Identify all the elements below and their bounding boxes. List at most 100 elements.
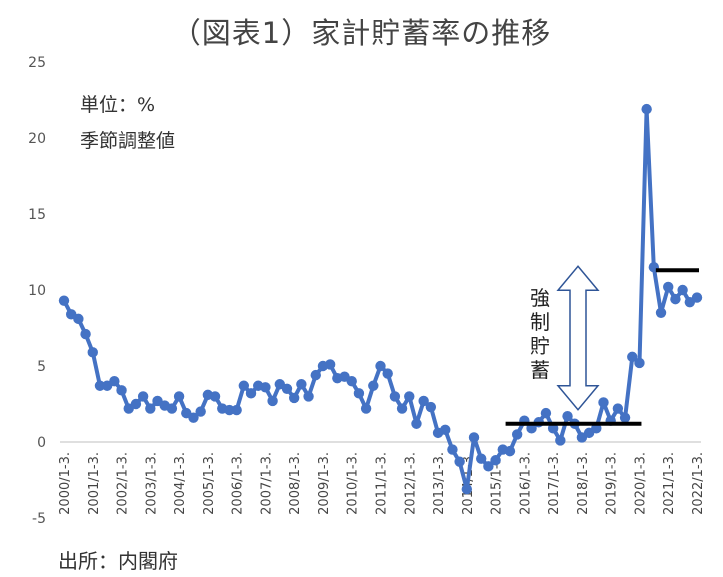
x-tick-label: 2018/1-3. (576, 452, 591, 515)
forced-savings-label: 強制貯蓄 (530, 286, 550, 382)
data-point (245, 388, 257, 399)
data-point (619, 412, 631, 423)
x-tick-label: 2011/1-3. (375, 452, 390, 515)
y-tick-label: -5 (32, 511, 46, 527)
data-point (641, 103, 652, 115)
data-point (116, 385, 127, 396)
x-tick-label: 2009/1-3. (317, 452, 332, 515)
forced-savings-double-arrow (556, 265, 600, 411)
data-point (310, 369, 321, 381)
savings-rate-line (62, 107, 699, 492)
x-tick-label: 2017/1-3. (547, 452, 562, 515)
data-point (267, 395, 278, 407)
y-tick-label: 5 (37, 359, 46, 375)
data-point (555, 435, 566, 446)
data-point (109, 376, 120, 387)
data-point (411, 418, 422, 429)
data-point (663, 281, 674, 293)
data-point (454, 456, 465, 467)
data-point (94, 380, 106, 391)
savings-rate-points (58, 103, 703, 495)
x-tick-label: 2007/1-3. (259, 452, 274, 515)
data-point (655, 307, 667, 318)
x-tick-label: 2001/1-3. (87, 452, 102, 515)
data-point (260, 382, 271, 393)
x-tick-label: 2008/1-3. (288, 452, 303, 515)
data-point (375, 360, 386, 372)
data-point (73, 313, 84, 325)
data-point (166, 403, 178, 414)
data-point (504, 445, 516, 457)
data-point (540, 407, 552, 419)
data-point (440, 424, 451, 436)
data-point (389, 391, 401, 402)
data-point (468, 432, 480, 443)
data-point (360, 403, 372, 414)
unit-note: 単位：% (80, 94, 156, 116)
data-point (418, 395, 429, 407)
data-point (130, 398, 142, 410)
data-point (137, 391, 149, 402)
data-point (382, 368, 393, 379)
x-tick-label: 2003/1-3. (144, 452, 159, 515)
x-tick-label: 2013/1-3. (432, 452, 447, 515)
data-point (627, 351, 638, 363)
source-note: 出所：内閣府 (58, 549, 178, 573)
y-tick-label: 15 (28, 207, 46, 223)
x-tick-label: 2021/1-3. (662, 452, 677, 515)
data-point (396, 403, 408, 414)
data-point (490, 455, 501, 466)
data-point (677, 284, 688, 296)
data-point (173, 391, 185, 402)
data-point (511, 429, 523, 440)
x-tick-label: 2004/1-3. (173, 452, 188, 515)
data-point (634, 357, 645, 369)
data-point (188, 412, 199, 423)
seasonal-adjustment-note: 季節調整値 (80, 130, 176, 152)
y-axis-ticks: 25 20 15 10 5 0 -5 (28, 55, 46, 527)
x-tick-label: 2016/1-3. (518, 452, 533, 515)
x-tick-label: 2000/1-3. (58, 452, 73, 515)
data-point (80, 328, 91, 340)
x-tick-label: 2010/1-3. (346, 452, 361, 515)
x-tick-label: 2002/1-3. (116, 452, 131, 515)
data-point (231, 404, 242, 416)
data-point (195, 406, 206, 417)
x-tick-label: 2005/1-3. (202, 452, 217, 515)
x-tick-label: 2020/1-3. (633, 452, 648, 515)
data-point (670, 293, 681, 305)
x-axis-ticks: 2000/1-3. 2001/1-3. 2002/1-3. 2003/1-3. 2004… (58, 452, 706, 515)
data-point (461, 483, 473, 495)
data-point (281, 383, 293, 394)
data-point (288, 392, 300, 404)
data-point (145, 403, 156, 414)
x-tick-label: 2019/1-3. (605, 452, 620, 515)
y-tick-label: 20 (28, 131, 46, 147)
data-point (612, 403, 624, 414)
y-tick-label: 0 (37, 435, 46, 451)
data-point (346, 376, 357, 387)
data-point (87, 347, 98, 358)
data-point (224, 404, 235, 416)
y-tick-label: 10 (28, 283, 46, 299)
data-point (368, 380, 379, 391)
x-tick-label: 2022/1-3. (691, 452, 706, 515)
data-point (598, 397, 609, 408)
data-point (476, 453, 487, 464)
chart-title: （図表1）家計貯蓄率の推移 (171, 16, 552, 50)
data-point (303, 391, 314, 402)
data-point (691, 292, 703, 303)
data-point (447, 444, 458, 455)
data-point (425, 401, 437, 413)
data-point (324, 359, 336, 370)
y-tick-label: 25 (28, 55, 46, 71)
data-point (58, 295, 70, 306)
data-point (296, 379, 307, 390)
x-tick-label: 2006/1-3. (231, 452, 246, 515)
data-point (562, 410, 573, 422)
x-tick-label: 2012/1-3. (403, 452, 418, 515)
data-point (483, 461, 494, 472)
data-point (404, 391, 415, 402)
data-point (353, 388, 365, 399)
